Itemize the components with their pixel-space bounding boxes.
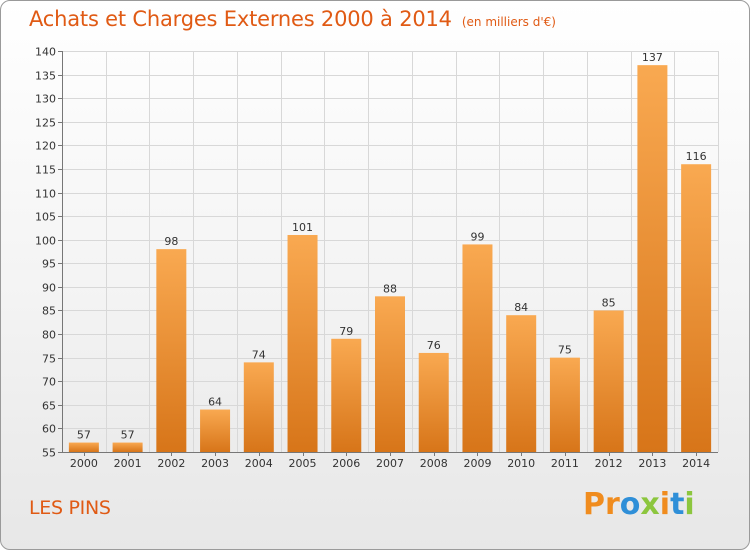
- x-tick-label: 2010: [507, 457, 535, 470]
- chart-title-main: Achats et Charges Externes 2000 à 2014: [29, 7, 452, 31]
- y-tick-label: 90: [42, 282, 56, 295]
- y-tick-label: 75: [42, 353, 56, 366]
- proxiti-logo: Proxiti: [583, 487, 695, 522]
- logo-part-2: o: [619, 487, 641, 522]
- y-tick-label: 125: [35, 117, 56, 130]
- y-tick-label: 70: [42, 376, 56, 389]
- x-tick-label: 2005: [289, 457, 317, 470]
- bar-value-label: 57: [77, 429, 91, 442]
- y-tick-label: 95: [42, 258, 56, 271]
- bars-layer: [68, 65, 712, 453]
- y-tick-label: 130: [35, 93, 56, 106]
- axis-layer: 55 60 65 70 75 80 85 90 95 100 105 110 115 120 125 130 1…: [35, 46, 718, 470]
- y-tick-label: 115: [35, 164, 56, 177]
- y-tick-label: 80: [42, 329, 56, 342]
- bar-value-label: 64: [208, 396, 222, 409]
- bar-2010: [506, 315, 537, 452]
- x-tick-label: 2001: [114, 457, 142, 470]
- x-tick-label: 2000: [70, 457, 98, 470]
- place-name: LES PINS: [29, 497, 111, 519]
- bar-value-label: 79: [339, 325, 353, 338]
- chart-title-unit: (en milliers d'€): [461, 15, 556, 29]
- bar-value-label: 74: [252, 348, 266, 361]
- bar-2009: [462, 244, 493, 452]
- bar-2001: [112, 442, 143, 452]
- y-tick-label: 120: [35, 140, 56, 153]
- bar-2004: [243, 362, 274, 452]
- bar-value-label: 57: [121, 429, 135, 442]
- bar-2000: [68, 442, 99, 452]
- logo-part-5: t: [670, 487, 685, 522]
- bar-2005: [287, 234, 318, 452]
- bar-2007: [375, 296, 405, 452]
- bar-value-label: 85: [602, 296, 616, 309]
- bar-value-label: 84: [514, 301, 528, 314]
- y-tick-label: 55: [42, 447, 56, 460]
- bar-value-label: 116: [686, 150, 707, 163]
- bar-2014: [681, 164, 712, 453]
- x-tick-label: 2004: [245, 457, 273, 470]
- bar-2002: [156, 249, 187, 452]
- y-tick-label: 135: [35, 70, 56, 83]
- x-tick-label: 2003: [201, 457, 229, 470]
- y-tick-label: 100: [35, 235, 56, 248]
- y-tick-label: 110: [35, 188, 56, 201]
- bar-2011: [549, 357, 580, 452]
- x-tick-label: 2014: [682, 457, 710, 470]
- x-tick-label: 2012: [595, 457, 623, 470]
- y-tick-label: 60: [42, 423, 56, 436]
- x-tick-label: 2011: [551, 457, 579, 470]
- x-tick-label: 2007: [376, 457, 404, 470]
- x-tick-label: 2013: [638, 457, 666, 470]
- y-tick-label: 105: [35, 211, 56, 224]
- bar-value-label: 98: [164, 235, 178, 248]
- bar-2003: [200, 409, 231, 452]
- x-tick-label: 2008: [420, 457, 448, 470]
- bar-value-label: 101: [292, 221, 313, 234]
- logo-part-1: Pr: [583, 487, 620, 522]
- bar-2006: [331, 338, 362, 452]
- bar-value-label: 99: [470, 230, 484, 243]
- y-tick-label: 65: [42, 400, 56, 413]
- bar-2012: [593, 310, 624, 452]
- logo-part-4: i: [659, 487, 671, 522]
- x-tick-label: 2009: [463, 457, 491, 470]
- logo-part-6: i: [684, 487, 695, 522]
- bar-value-label: 137: [642, 51, 663, 64]
- y-tick-label: 85: [42, 305, 56, 318]
- bar-2008: [418, 352, 449, 452]
- x-tick-label: 2006: [332, 457, 360, 470]
- labels-layer: 57 57 98 64 74 101 79 88 76 99 84 75 85 137 116: [77, 51, 707, 441]
- bar-value-label: 88: [383, 282, 397, 295]
- bar-value-label: 75: [558, 344, 572, 357]
- y-tick-label: 140: [35, 46, 56, 59]
- bar-value-label: 76: [427, 339, 441, 352]
- x-tick-label: 2002: [157, 457, 185, 470]
- logo-part-3: x: [640, 487, 660, 522]
- chart-title: Achats et Charges Externes 2000 à 2014 (e…: [29, 7, 556, 31]
- bar-2013: [637, 65, 668, 452]
